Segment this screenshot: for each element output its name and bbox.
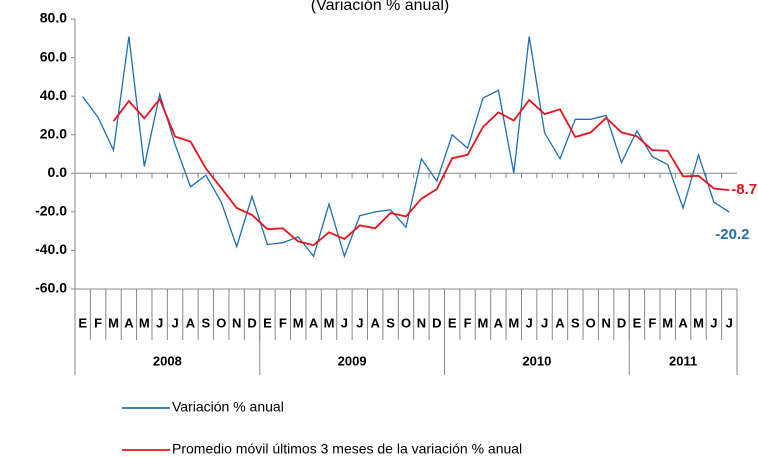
x-tick-label: O (216, 315, 226, 330)
x-tick-label: E (263, 315, 272, 330)
year-label: 2011 (669, 353, 697, 368)
x-tick-label: F (464, 315, 472, 330)
x-tick-label: M (293, 315, 304, 330)
year-label: 2010 (522, 353, 551, 368)
x-tick-label: O (401, 315, 411, 330)
x-tick-label: A (494, 315, 504, 330)
x-tick-label: D (432, 315, 441, 330)
x-tick-label: A (186, 315, 196, 330)
x-tick-label: J (341, 315, 348, 330)
x-tick-label: E (448, 315, 457, 330)
x-tick-label: F (648, 315, 656, 330)
x-tick-label: J (541, 315, 548, 330)
y-tick-label: 20.0 (40, 125, 67, 141)
x-tick-label: J (356, 315, 363, 330)
x-tick-label: M (478, 315, 489, 330)
x-tick-label: F (279, 315, 287, 330)
series-line (82, 36, 730, 259)
year-label: 2009 (338, 353, 367, 368)
x-tick-label: E (78, 315, 87, 330)
x-tick-label: M (324, 315, 335, 330)
data-label: -8.7 (731, 181, 757, 198)
x-tick-label: M (139, 315, 150, 330)
x-tick-label: M (662, 315, 673, 330)
x-tick-label: O (586, 315, 596, 330)
x-tick-label: N (601, 315, 610, 330)
legend-label: Variación % anual (172, 399, 284, 415)
x-tick-label: J (726, 315, 733, 330)
x-tick-label: M (108, 315, 119, 330)
x-tick-label: A (371, 315, 381, 330)
x-tick-label: N (232, 315, 241, 330)
x-tick-label: M (508, 315, 519, 330)
series-line (112, 97, 730, 247)
y-tick-label: 80.0 (40, 10, 67, 26)
x-tick-label: S (202, 315, 211, 330)
x-tick-label: M (693, 315, 704, 330)
x-tick-label: J (526, 315, 533, 330)
legend-label: Promedio móvil últimos 3 meses de la var… (172, 441, 522, 457)
x-tick-label: S (571, 315, 580, 330)
x-tick-label: A (309, 315, 319, 330)
y-tick-label: -20.0 (35, 203, 67, 219)
x-tick-label: S (386, 315, 395, 330)
x-tick-label: A (555, 315, 565, 330)
data-label: -20.2 (715, 226, 749, 243)
x-tick-label: J (171, 315, 178, 330)
x-tick-label: D (247, 315, 256, 330)
y-tick-label: 60.0 (40, 48, 67, 64)
y-tick-label: 0.0 (48, 164, 68, 180)
x-tick-label: J (710, 315, 717, 330)
x-tick-label: J (156, 315, 163, 330)
chart-subtitle: (Variación % anual) (311, 0, 449, 14)
x-tick-label: N (417, 315, 426, 330)
x-tick-label: A (678, 315, 688, 330)
x-tick-label: F (94, 315, 102, 330)
y-tick-label: -60.0 (35, 280, 67, 296)
x-tick-label: A (124, 315, 134, 330)
year-label: 2008 (153, 353, 182, 368)
x-tick-label: E (633, 315, 642, 330)
x-tick-label: D (617, 315, 626, 330)
y-tick-label: 40.0 (40, 87, 67, 103)
y-tick-label: -40.0 (35, 241, 67, 257)
